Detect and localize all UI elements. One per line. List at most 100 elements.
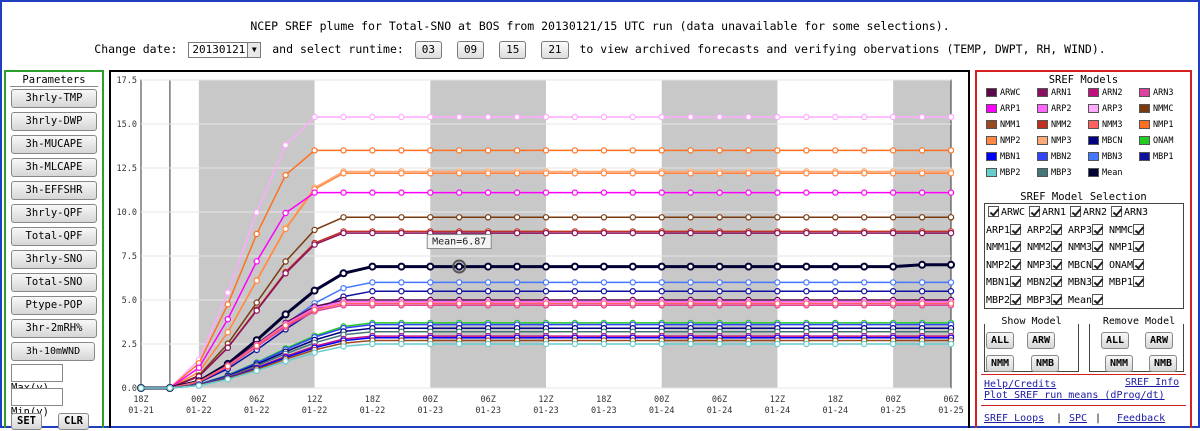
spc-link[interactable]: SPC	[1069, 413, 1088, 424]
x-tick-hour: 12Z	[307, 395, 322, 405]
runtime-button-09[interactable]: 09	[456, 40, 485, 59]
selection-checkbox[interactable]	[1111, 206, 1122, 217]
legend-swatch	[1037, 104, 1048, 113]
data-point	[803, 287, 810, 295]
data-point	[861, 340, 868, 348]
data-point	[889, 147, 897, 154]
selection-checkbox[interactable]	[1010, 241, 1022, 252]
data-point	[340, 113, 347, 121]
set-button[interactable]: SET	[11, 413, 42, 430]
show-arw-button[interactable]: ARW	[1027, 332, 1056, 349]
selection-checkbox[interactable]	[1010, 293, 1022, 305]
selection-checkbox[interactable]	[1051, 276, 1063, 287]
date-select[interactable]: 20130121 ▼	[188, 41, 262, 58]
selection-checkbox[interactable]	[1051, 223, 1063, 235]
x-tick-date: 01-22	[360, 406, 386, 416]
data-point	[340, 147, 347, 154]
min-y-input[interactable]	[11, 388, 63, 406]
selection-label: MBP3	[1027, 294, 1052, 306]
selection-checkbox[interactable]	[1133, 241, 1145, 252]
runtime-button-03[interactable]: 03	[414, 40, 442, 59]
selection-checkbox[interactable]	[988, 206, 999, 217]
data-point	[456, 287, 463, 295]
remove-nmb-button[interactable]: NMB	[1149, 355, 1178, 372]
selection-checkbox[interactable]	[1010, 276, 1022, 287]
remove-all-button[interactable]: ALL	[1101, 332, 1130, 349]
data-point	[600, 170, 608, 177]
data-point	[369, 189, 376, 196]
data-point	[600, 214, 608, 221]
data-point	[716, 300, 723, 307]
data-point	[832, 229, 839, 237]
data-point	[253, 277, 260, 284]
runtime-button-15[interactable]: 15	[499, 40, 527, 59]
data-point	[687, 147, 694, 154]
data-point	[889, 279, 897, 286]
selection-checkbox[interactable]	[1092, 241, 1104, 252]
remove-nmm-button[interactable]: NMM	[1105, 355, 1134, 372]
max-y-input[interactable]	[11, 364, 63, 382]
parameter-button-3h-10mwnd[interactable]: 3h-10mWND	[11, 342, 95, 361]
data-point	[368, 262, 377, 271]
parameter-button-total-sno[interactable]: Total-SNO	[11, 273, 97, 292]
parameter-button-3hrly-qpf[interactable]: 3hrly-QPF	[11, 204, 97, 223]
data-point	[889, 262, 898, 271]
selection-item-arn1: ARN1	[1029, 206, 1066, 219]
sref-loops-link[interactable]: SREF Loops	[984, 413, 1045, 424]
selection-label: NMM2	[1027, 242, 1052, 253]
data-point	[745, 287, 752, 295]
data-point	[456, 113, 463, 121]
x-tick-date: 01-24	[765, 406, 791, 416]
selection-checkbox[interactable]	[1070, 206, 1081, 217]
selection-checkbox[interactable]	[1133, 223, 1145, 235]
selection-checkbox[interactable]	[1051, 241, 1063, 252]
legend-label: MBN2	[1051, 152, 1072, 162]
remove-arw-button[interactable]: ARW	[1145, 332, 1174, 349]
data-point	[427, 300, 434, 307]
selection-checkbox[interactable]	[1051, 293, 1063, 305]
data-point	[369, 229, 376, 237]
data-point	[282, 258, 289, 265]
selection-checkbox[interactable]	[1092, 258, 1104, 270]
selection-checkbox[interactable]	[1010, 223, 1022, 235]
parameter-button-3hrly-tmp[interactable]: 3hrly-TMP	[11, 89, 97, 108]
clear-button[interactable]: CLR	[58, 413, 89, 430]
data-point	[716, 340, 723, 348]
selection-checkbox[interactable]	[1133, 258, 1145, 270]
data-point	[658, 113, 665, 121]
parameter-button-3hrly-sno[interactable]: 3hrly-SNO	[11, 250, 97, 269]
show-all-button[interactable]: ALL	[986, 332, 1015, 349]
sref-info-link[interactable]: SREF Info	[1125, 377, 1180, 388]
selection-checkbox[interactable]	[1092, 223, 1104, 235]
help-credits-link[interactable]: Help/Credits	[984, 379, 1057, 390]
data-point	[889, 340, 897, 348]
parameter-button-3hr-2mrh-[interactable]: 3hr-2mRH%	[11, 319, 97, 338]
parameter-button-3h-effshr[interactable]: 3h-EFFSHR	[11, 181, 97, 200]
runtime-button-21[interactable]: 21	[541, 40, 569, 59]
selection-label: ARN2	[1083, 207, 1108, 218]
selection-checkbox[interactable]	[1010, 258, 1022, 270]
legend-item-mbp1: MBP1	[1139, 151, 1173, 163]
selection-checkbox[interactable]	[1051, 258, 1063, 270]
plot-run-means-link[interactable]: Plot SREF run means (dProg/dt)	[984, 390, 1165, 401]
selection-checkbox[interactable]	[1029, 206, 1040, 217]
selection-checkbox[interactable]	[1133, 276, 1145, 287]
data-point	[600, 340, 608, 348]
tooltip-text: Mean=6.87	[432, 237, 486, 248]
data-point	[253, 367, 260, 374]
parameter-button-3hrly-dwp[interactable]: 3hrly-DWP	[11, 112, 97, 131]
data-point	[542, 113, 550, 121]
feedback-link[interactable]: Feedback	[1117, 413, 1166, 424]
parameter-button-3h-mucape[interactable]: 3h-MUCAPE	[11, 135, 97, 154]
x-tick-hour: 12Z	[538, 395, 553, 405]
parameter-button-total-qpf[interactable]: Total-QPF	[11, 227, 97, 246]
legend-item-mbn3: MBN3	[1088, 151, 1122, 163]
data-point	[629, 300, 637, 307]
selection-checkbox[interactable]	[1092, 293, 1104, 305]
selection-item-nmm1: NMM1	[986, 241, 1023, 254]
show-nmb-button[interactable]: NMB	[1031, 355, 1060, 372]
selection-checkbox[interactable]	[1092, 276, 1104, 287]
parameter-button-ptype-pop[interactable]: Ptype-POP	[11, 296, 97, 315]
parameter-button-3h-mlcape[interactable]: 3h-MLCAPE	[11, 158, 97, 177]
show-nmm-button[interactable]: NMM	[986, 355, 1015, 372]
